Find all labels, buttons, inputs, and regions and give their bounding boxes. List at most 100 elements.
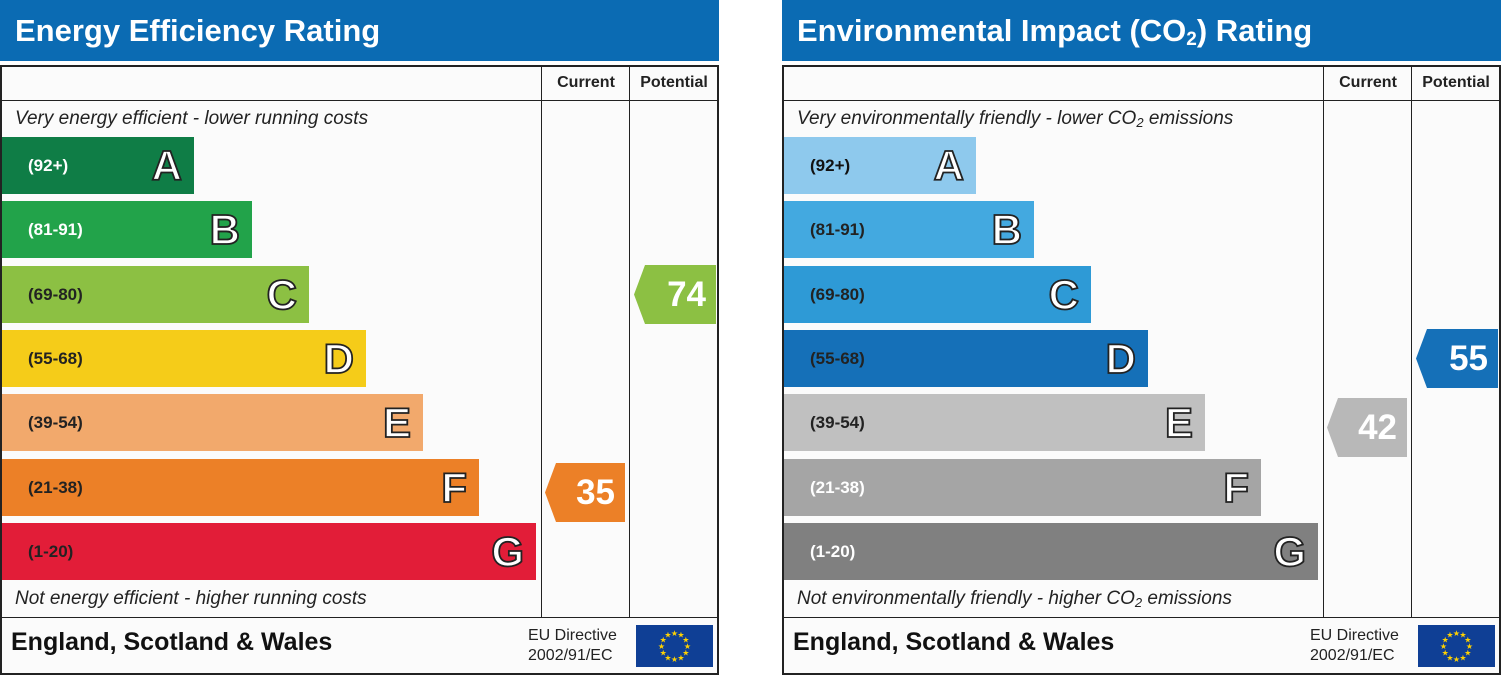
eu-star-icon: ★: [1459, 631, 1466, 640]
band-letter: E: [1164, 398, 1194, 447]
top-note: Very environmentally friendly - lower CO…: [797, 108, 1234, 130]
band-range-label: (21-38): [810, 477, 865, 497]
eu-star-icon: ★: [1466, 642, 1473, 651]
eu-star-icon: ★: [682, 649, 689, 658]
eu-star-icon: ★: [660, 636, 667, 645]
footer-divider: [782, 617, 1501, 618]
current-column-header: Current: [557, 74, 615, 91]
rating-value: 55: [1449, 338, 1488, 378]
rating-band-g: (1-20) G: [784, 522, 1318, 580]
current-column-divider: [1323, 65, 1324, 617]
eu-star-icon: ★: [677, 653, 684, 662]
footer-divider: [0, 617, 719, 618]
band-letter: C: [266, 270, 298, 319]
band-range-label: (81-91): [28, 220, 83, 240]
eu-star-icon: ★: [1464, 636, 1471, 645]
top-note: Very energy efficient - lower running co…: [15, 108, 369, 129]
potential-column-divider: [629, 65, 630, 617]
current-rating-indicator: 42: [1327, 398, 1407, 458]
eu-star-icon: ★: [1453, 655, 1460, 664]
rating-band-d: (55-68) D: [784, 329, 1148, 387]
eu-star-icon: ★: [671, 655, 678, 664]
rating-arrow-shape: [634, 264, 716, 324]
band-letter: B: [209, 205, 241, 254]
rating-band-a: (92+) A: [784, 137, 976, 194]
band-range-label: (92+): [28, 156, 69, 175]
band-range-label: (69-80): [28, 284, 83, 304]
current-column-divider: [541, 65, 542, 617]
header-divider: [782, 100, 1501, 101]
band-letter: D: [323, 334, 355, 383]
eu-star-icon: ★: [664, 653, 671, 662]
bottom-note: Not environmentally friendly - higher CO…: [797, 588, 1232, 610]
panel-title: Environmental Impact (CO2) Rating: [782, 0, 1501, 61]
rating-value: 35: [576, 472, 615, 512]
country-label: England, Scotland & Wales: [793, 628, 1115, 656]
potential-column-header: Potential: [1422, 74, 1490, 91]
potential-column-header: Potential: [640, 74, 708, 91]
band-letter: F: [440, 463, 467, 512]
rating-band-c: (69-80) C: [784, 265, 1091, 323]
potential-rating-indicator: 55: [1416, 328, 1498, 388]
rating-band-f: (21-38) F: [784, 458, 1261, 516]
rating-band-a: (92+) A: [2, 137, 194, 194]
eu-star-icon: ★: [682, 636, 689, 645]
eu-star-icon: ★: [664, 631, 671, 640]
rating-value: 42: [1358, 408, 1397, 448]
eu-star-icon: ★: [684, 642, 691, 651]
bottom-note: Not energy efficient - higher running co…: [15, 588, 367, 609]
band-letter: B: [991, 205, 1023, 254]
rating-band-g: (1-20) G: [2, 522, 536, 580]
eu-star-icon: ★: [1442, 636, 1449, 645]
rating-value: 74: [667, 274, 706, 314]
band-letter: C: [1048, 270, 1080, 319]
eu-star-icon: ★: [1464, 649, 1471, 658]
eu-star-icon: ★: [658, 642, 665, 651]
band-range-label: (21-38): [28, 477, 83, 497]
environmental-impact-panel: Environmental Impact (CO2) Rating Curren…: [782, 0, 1501, 675]
eu-star-icon: ★: [1442, 649, 1449, 658]
band-range-label: (1-20): [810, 541, 856, 561]
rating-band-e: (39-54) E: [2, 394, 423, 452]
eu-star-icon: ★: [1446, 653, 1453, 662]
band-range-label: (69-80): [810, 284, 865, 304]
rating-band-d: (55-68) D: [2, 329, 366, 387]
band-range-label: (92+): [810, 156, 851, 175]
eu-flag-icon: ★ ★ ★ ★ ★ ★ ★ ★ ★ ★ ★ ★: [1418, 625, 1495, 667]
eu-star-icon: ★: [677, 631, 684, 640]
rating-band-e: (39-54) E: [784, 394, 1205, 452]
eu-directive-text: EU Directive 2002/91/EC: [528, 627, 617, 664]
current-column-header: Current: [1339, 74, 1397, 91]
rating-band-b: (81-91) B: [2, 201, 252, 259]
band-range-label: (39-54): [810, 413, 865, 433]
potential-rating-indicator: 74: [634, 264, 716, 324]
band-letter: E: [382, 398, 412, 447]
eu-star-icon: ★: [1440, 642, 1447, 651]
eu-flag-icon: ★ ★ ★ ★ ★ ★ ★ ★ ★ ★ ★ ★: [636, 625, 713, 667]
band-range-label: (81-91): [810, 220, 865, 240]
band-letter: F: [1222, 463, 1249, 512]
rating-band-c: (69-80) C: [2, 265, 309, 323]
band-letter: A: [933, 141, 965, 190]
band-range-label: (1-20): [28, 541, 74, 561]
band-letter: G: [1272, 527, 1306, 576]
band-letter: D: [1105, 334, 1137, 383]
eu-star-icon: ★: [1446, 631, 1453, 640]
header-divider: [0, 100, 719, 101]
rating-band-f: (21-38) F: [2, 458, 479, 516]
band-letter: G: [490, 527, 524, 576]
eu-star-icon: ★: [660, 649, 667, 658]
band-letter: A: [151, 141, 183, 190]
rating-arrow-shape: [545, 462, 625, 522]
rating-band-b: (81-91) B: [784, 201, 1034, 259]
band-range-label: (55-68): [28, 348, 83, 368]
current-rating-indicator: 35: [545, 462, 625, 522]
rating-arrow-shape: [1327, 398, 1407, 458]
energy-efficiency-panel: Energy Efficiency Rating Current Potenti…: [0, 0, 719, 675]
eu-directive-text: EU Directive 2002/91/EC: [1310, 627, 1399, 664]
country-label: England, Scotland & Wales: [11, 628, 333, 656]
eu-star-icon: ★: [1453, 629, 1460, 638]
eu-star-icon: ★: [1459, 653, 1466, 662]
potential-column-divider: [1411, 65, 1412, 617]
panel-title: Energy Efficiency Rating: [0, 0, 719, 61]
